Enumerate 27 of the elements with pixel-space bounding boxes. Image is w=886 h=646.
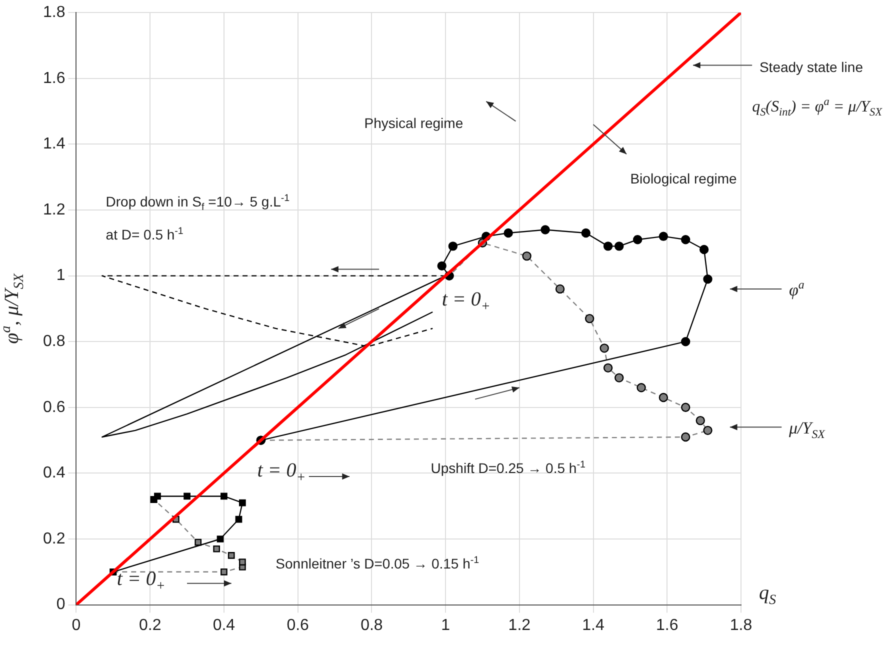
- x-tick-label: 0.4: [212, 616, 236, 634]
- y-tick-label: 1.4: [42, 136, 66, 153]
- annotation: t = 0+: [442, 288, 490, 314]
- x-tick-label: 1.6: [656, 616, 678, 634]
- annotation: t = 0+: [116, 568, 166, 594]
- y-tick-label: 1.2: [42, 201, 66, 218]
- y-tick-label: 1.8: [42, 4, 66, 22]
- y-tick-label: 0.4: [42, 464, 66, 482]
- y-tick-label: 0.6: [42, 398, 66, 416]
- x-tick-label: 1: [441, 616, 450, 634]
- text: Steady state line: [759, 58, 864, 75]
- annotation: Biological regime: [630, 170, 738, 187]
- x-tick-label: 1.8: [730, 616, 752, 634]
- x-tick-label: 0.6: [286, 616, 310, 634]
- y-tick-label: 0: [56, 596, 66, 614]
- y-tick-label: 1.6: [42, 70, 66, 87]
- x-tick-label: 1.4: [582, 616, 604, 634]
- annotation: t = 0+: [257, 459, 306, 486]
- x-tick-label: 0: [72, 616, 81, 634]
- x-tick-label: 0.8: [360, 616, 383, 634]
- x-tick-label: 0.2: [138, 616, 162, 634]
- y-tick-label: 0.8: [42, 333, 66, 350]
- x-tick-label: 1.2: [508, 616, 531, 634]
- y-tick-label: 1: [56, 267, 66, 284]
- y-axis-title: φa, μ/YSX: [0, 273, 28, 344]
- y-tick-label: 0.2: [42, 530, 66, 548]
- annotation: Physical regime: [364, 114, 464, 131]
